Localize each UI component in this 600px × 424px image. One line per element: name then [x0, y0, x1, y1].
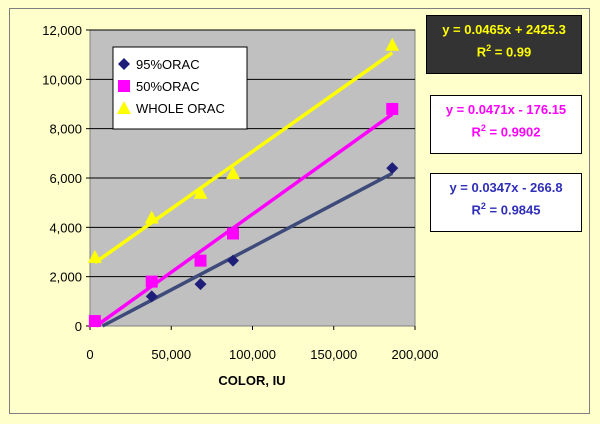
- data-point: [227, 254, 239, 267]
- chart-frame: [9, 8, 590, 414]
- legend-marker: [117, 101, 131, 114]
- y-tick-label: 12,000: [42, 23, 82, 38]
- y-tick-label: 4,000: [49, 220, 82, 235]
- x-tick-label: 100,000: [229, 347, 276, 362]
- r2-value: 0.99: [505, 44, 532, 60]
- legend-label: 95%ORAC: [136, 57, 200, 72]
- data-point: [144, 210, 159, 224]
- trendline: [93, 51, 394, 265]
- r2-text: R2 = 0.9902: [471, 123, 541, 140]
- data-point: [145, 290, 158, 303]
- legend-label: WHOLE ORAC: [136, 101, 225, 116]
- axes: 0 2,000 4,000 6,000 8,000 10,000 12,000 0 50,000…: [42, 23, 438, 362]
- data-points: [87, 37, 400, 328]
- equation-text: y = 0.0347x - 266.8: [449, 180, 563, 195]
- legend-label: 50%ORAC: [136, 79, 200, 94]
- r2-text: R2 = 0.99: [476, 43, 532, 60]
- legend-box: [112, 46, 248, 130]
- data-point: [386, 162, 399, 175]
- x-tick-label: 150,000: [310, 347, 357, 362]
- equation-box-95: y = 0.0347x - 266.8 R2 = 0.9845: [430, 173, 582, 232]
- x-axis-label: COLOR, IU: [218, 373, 285, 388]
- equation-box-50: y = 0.0471x - 176.15 R2 = 0.9902: [430, 95, 582, 154]
- data-point: [145, 275, 158, 288]
- data-point: [194, 278, 207, 291]
- x-tick-label: 0: [86, 347, 93, 362]
- legend-marker: [118, 80, 130, 92]
- y-tick-label: 8,000: [49, 122, 82, 137]
- legend: 95%ORAC 50%ORAC WHOLE ORAC: [112, 46, 248, 130]
- data-point: [193, 185, 208, 199]
- data-point: [385, 37, 400, 51]
- data-point: [227, 227, 239, 240]
- data-point: [194, 254, 207, 267]
- data-point: [87, 249, 102, 263]
- x-tick-label: 200,000: [392, 347, 439, 362]
- y-tick-label: 6,000: [49, 171, 82, 186]
- x-tick-label: 50,000: [151, 347, 191, 362]
- legend-marker: [118, 58, 130, 70]
- equation-text: y = 0.0465x + 2425.3: [442, 22, 566, 37]
- equation-text: y = 0.0471x - 176.15: [445, 102, 567, 117]
- data-point: [88, 315, 101, 328]
- data-point: [386, 102, 399, 115]
- y-tick-label: 0: [75, 319, 82, 334]
- trendline: [94, 112, 394, 328]
- data-point: [226, 166, 240, 180]
- equation-box-whole: y = 0.0465x + 2425.3 R2 = 0.99: [426, 15, 582, 74]
- r2-text: R2 = 0.9845: [471, 201, 541, 218]
- r2-value: 0.9902: [500, 124, 541, 140]
- r2-value: 0.9845: [500, 202, 541, 218]
- y-tick-label: 2,000: [49, 270, 82, 285]
- y-tick-label: 10,000: [42, 72, 82, 87]
